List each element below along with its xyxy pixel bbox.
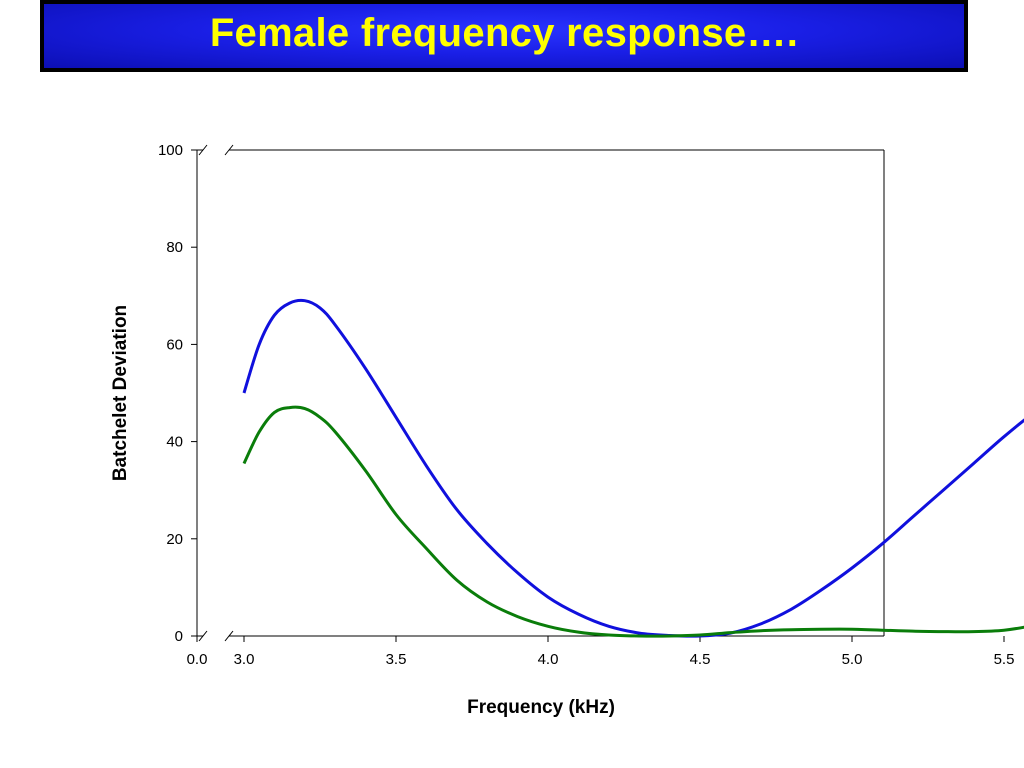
slide-title: Female frequency response…. <box>209 10 799 55</box>
y-axis: 0 20 40 60 80 100 <box>158 142 197 645</box>
y-axis-title: Batchelet Deviation <box>110 305 131 481</box>
x-tick-label: 4.0 <box>538 651 559 668</box>
x-tick-label: 4.5 <box>690 651 711 668</box>
y-tick-label: 60 <box>166 336 183 353</box>
x-tick-label: 5.0 <box>842 651 863 668</box>
plot-frame <box>196 144 885 642</box>
y-tick-label: 40 <box>166 434 183 451</box>
x-axis: 0.03.03.54.04.55.05.56.06.57.0 <box>187 636 1015 668</box>
axis-break-mark <box>198 144 208 156</box>
y-tick-label: 100 <box>158 142 183 159</box>
series-lines <box>242 298 1024 638</box>
axis-break-mark <box>224 144 234 156</box>
y-tick-label: 0 <box>175 628 183 645</box>
series-line-blue <box>242 298 1024 638</box>
y-tick-label: 80 <box>166 239 183 256</box>
x-tick-label: 3.5 <box>386 651 407 668</box>
x-tick-label: 5.5 <box>994 651 1015 668</box>
y-tick-label: 20 <box>166 531 183 548</box>
x-axis-title: Frequency (kHz) <box>467 697 615 718</box>
axis-break-mark <box>224 630 234 642</box>
axis-break-mark <box>198 630 208 642</box>
series-line-green <box>242 405 1024 638</box>
title-banner: Female frequency response…. <box>40 0 968 72</box>
x-tick-label: 3.0 <box>234 651 255 668</box>
x-tick-label: 0.0 <box>187 651 208 668</box>
